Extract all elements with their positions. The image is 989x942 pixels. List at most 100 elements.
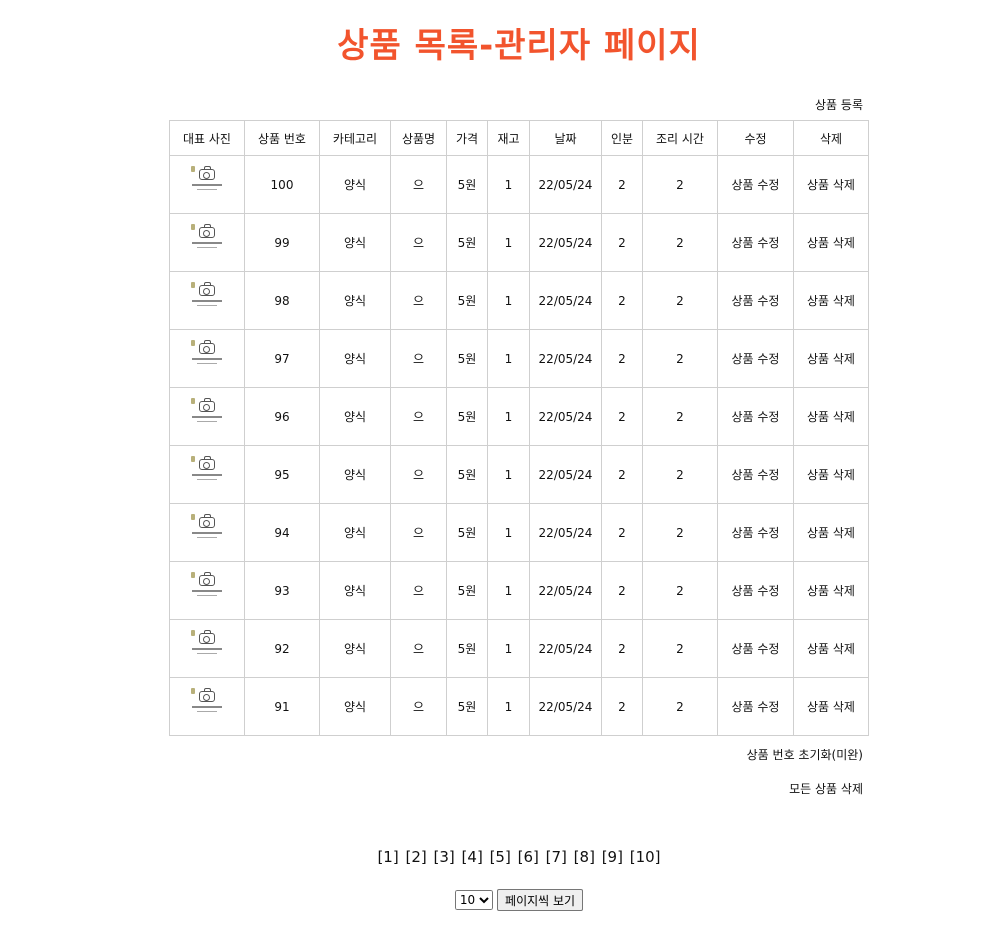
table-row: 96 양식 으 5원 1 22/05/24 2 2 상품 수정 상품 삭제 [169, 387, 869, 446]
date-cell: 22/05/24 [529, 561, 602, 620]
edit-product-link[interactable]: 상품 수정 [717, 271, 794, 330]
delete-product-link[interactable]: 상품 삭제 [793, 213, 869, 272]
camera-placeholder-icon [189, 513, 225, 549]
page-link[interactable]: [1] [377, 848, 399, 866]
category-cell: 양식 [319, 619, 391, 678]
photo-cell [169, 387, 245, 446]
table-row: 92 양식 으 5원 1 22/05/24 2 2 상품 수정 상품 삭제 [169, 619, 869, 678]
product-name-cell: 으 [390, 329, 447, 388]
product-number-cell: 97 [244, 329, 320, 388]
delete-product-link[interactable]: 상품 삭제 [793, 619, 869, 678]
camera-placeholder-icon [189, 687, 225, 723]
cook-time-cell: 2 [642, 619, 718, 678]
page-link[interactable]: [10] [629, 848, 661, 866]
reset-product-number-link[interactable]: 상품 번호 초기화(미완) [746, 748, 863, 762]
servings-cell: 2 [601, 329, 643, 388]
stock-cell: 1 [487, 445, 530, 504]
cook-time-cell: 2 [642, 155, 718, 214]
register-product-link[interactable]: 상품 등록 [815, 98, 863, 112]
price-cell: 5원 [446, 271, 488, 330]
table-row: 97 양식 으 5원 1 22/05/24 2 2 상품 수정 상품 삭제 [169, 329, 869, 388]
camera-placeholder-icon [189, 165, 225, 201]
price-cell: 5원 [446, 213, 488, 272]
edit-product-link[interactable]: 상품 수정 [717, 503, 794, 562]
delete-product-link[interactable]: 상품 삭제 [793, 677, 869, 736]
table-row: 93 양식 으 5원 1 22/05/24 2 2 상품 수정 상품 삭제 [169, 561, 869, 620]
date-cell: 22/05/24 [529, 155, 602, 214]
date-cell: 22/05/24 [529, 387, 602, 446]
product-name-cell: 으 [390, 271, 447, 330]
cook-time-cell: 2 [642, 445, 718, 504]
edit-product-link[interactable]: 상품 수정 [717, 445, 794, 504]
delete-product-link[interactable]: 상품 삭제 [793, 503, 869, 562]
header-price: 가격 [446, 120, 488, 156]
photo-cell [169, 503, 245, 562]
cook-time-cell: 2 [642, 387, 718, 446]
category-cell: 양식 [319, 213, 391, 272]
product-name-cell: 으 [390, 445, 447, 504]
page-link[interactable]: [3] [433, 848, 455, 866]
photo-cell [169, 329, 245, 388]
stock-cell: 1 [487, 619, 530, 678]
edit-product-link[interactable]: 상품 수정 [717, 619, 794, 678]
cook-time-cell: 2 [642, 677, 718, 736]
table-header-row: 대표 사진 상품 번호 카테고리 상품명 가격 재고 날짜 인분 조리 시간 수… [169, 120, 869, 156]
date-cell: 22/05/24 [529, 271, 602, 330]
stock-cell: 1 [487, 271, 530, 330]
product-number-cell: 95 [244, 445, 320, 504]
edit-product-link[interactable]: 상품 수정 [717, 387, 794, 446]
delete-product-link[interactable]: 상품 삭제 [793, 561, 869, 620]
header-date: 날짜 [529, 120, 602, 156]
product-number-cell: 100 [244, 155, 320, 214]
page-link[interactable]: [9] [601, 848, 623, 866]
cook-time-cell: 2 [642, 271, 718, 330]
servings-cell: 2 [601, 561, 643, 620]
product-name-cell: 으 [390, 561, 447, 620]
date-cell: 22/05/24 [529, 329, 602, 388]
page-link[interactable]: [8] [573, 848, 595, 866]
page-size-select[interactable]: 10 [454, 890, 493, 910]
price-cell: 5원 [446, 677, 488, 736]
date-cell: 22/05/24 [529, 619, 602, 678]
page-link[interactable]: [2] [405, 848, 427, 866]
header-delete: 삭제 [793, 120, 869, 156]
edit-product-link[interactable]: 상품 수정 [717, 213, 794, 272]
servings-cell: 2 [601, 387, 643, 446]
edit-product-link[interactable]: 상품 수정 [717, 561, 794, 620]
product-number-cell: 99 [244, 213, 320, 272]
edit-product-link[interactable]: 상품 수정 [717, 677, 794, 736]
delete-product-link[interactable]: 상품 삭제 [793, 445, 869, 504]
header-servings: 인분 [601, 120, 643, 156]
product-name-cell: 으 [390, 155, 447, 214]
price-cell: 5원 [446, 561, 488, 620]
page-link[interactable]: [6] [517, 848, 539, 866]
category-cell: 양식 [319, 271, 391, 330]
delete-all-products-link[interactable]: 모든 상품 삭제 [789, 782, 863, 796]
page-link[interactable]: [4] [461, 848, 483, 866]
delete-product-link[interactable]: 상품 삭제 [793, 271, 869, 330]
product-name-cell: 으 [390, 387, 447, 446]
page-link[interactable]: [7] [545, 848, 567, 866]
servings-cell: 2 [601, 619, 643, 678]
header-photo: 대표 사진 [169, 120, 245, 156]
header-cook-time: 조리 시간 [642, 120, 718, 156]
price-cell: 5원 [446, 619, 488, 678]
delete-product-link[interactable]: 상품 삭제 [793, 329, 869, 388]
table-row: 94 양식 으 5원 1 22/05/24 2 2 상품 수정 상품 삭제 [169, 503, 869, 562]
cook-time-cell: 2 [642, 329, 718, 388]
camera-placeholder-icon [189, 397, 225, 433]
table-row: 95 양식 으 5원 1 22/05/24 2 2 상품 수정 상품 삭제 [169, 445, 869, 504]
page-size-controls: 10 페이지씩 보기 [0, 889, 989, 911]
view-per-page-button[interactable]: 페이지씩 보기 [497, 889, 584, 911]
edit-product-link[interactable]: 상품 수정 [717, 329, 794, 388]
price-cell: 5원 [446, 445, 488, 504]
delete-product-link[interactable]: 상품 삭제 [793, 155, 869, 214]
page-link[interactable]: [5] [489, 848, 511, 866]
table-row: 91 양식 으 5원 1 22/05/24 2 2 상품 수정 상품 삭제 [169, 677, 869, 736]
edit-product-link[interactable]: 상품 수정 [717, 155, 794, 214]
delete-product-link[interactable]: 상품 삭제 [793, 387, 869, 446]
servings-cell: 2 [601, 677, 643, 736]
camera-placeholder-icon [189, 571, 225, 607]
camera-placeholder-icon [189, 455, 225, 491]
category-cell: 양식 [319, 155, 391, 214]
